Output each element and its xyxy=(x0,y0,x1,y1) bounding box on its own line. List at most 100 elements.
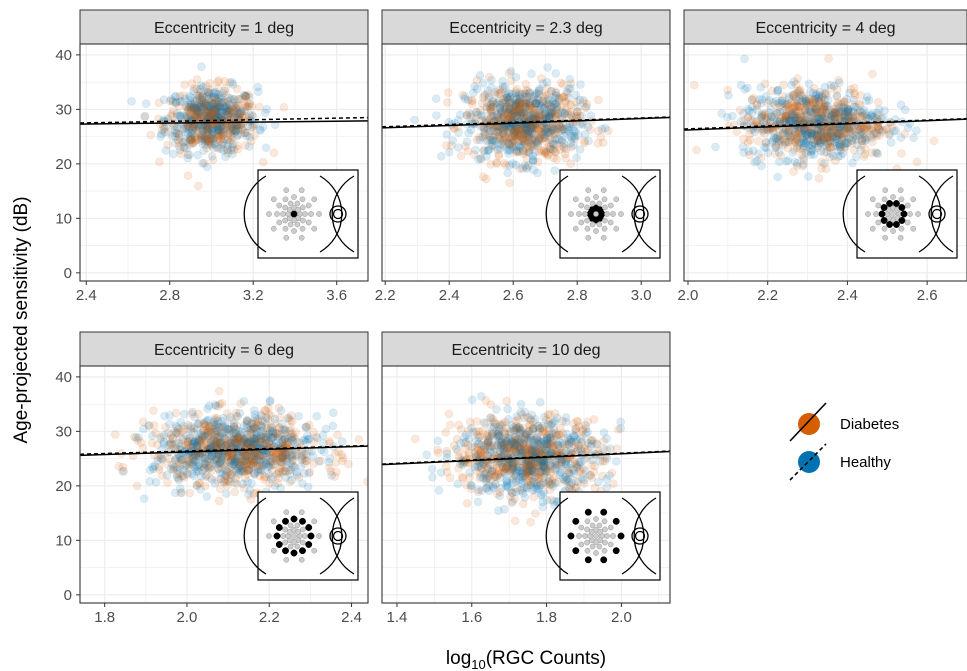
point-diabetes xyxy=(274,455,284,465)
point-diabetes xyxy=(538,133,548,143)
point-healthy xyxy=(238,460,248,470)
point-diabetes xyxy=(540,91,550,101)
point-healthy xyxy=(243,451,252,461)
point-healthy xyxy=(242,451,252,460)
point-healthy xyxy=(511,422,521,431)
point-healthy xyxy=(224,424,233,434)
point-healthy xyxy=(328,421,338,431)
point-healthy xyxy=(294,411,304,421)
inset-test-point xyxy=(287,543,294,550)
point-diabetes xyxy=(560,125,569,134)
point-healthy xyxy=(244,465,253,475)
point-diabetes xyxy=(830,114,840,124)
point-healthy xyxy=(537,489,546,499)
point-healthy xyxy=(528,445,538,454)
point-diabetes xyxy=(524,138,534,147)
point-healthy xyxy=(222,110,232,119)
point-healthy xyxy=(245,132,255,142)
point-healthy xyxy=(545,128,555,138)
point-healthy xyxy=(470,82,479,91)
point-diabetes xyxy=(814,101,824,110)
point-healthy xyxy=(859,129,868,139)
point-diabetes xyxy=(512,106,522,115)
point-diabetes xyxy=(182,102,191,111)
point-healthy xyxy=(268,428,278,437)
point-diabetes xyxy=(499,126,509,135)
point-healthy xyxy=(134,433,143,442)
point-healthy xyxy=(807,130,817,139)
point-healthy xyxy=(207,110,216,120)
point-healthy xyxy=(835,107,844,116)
point-diabetes xyxy=(215,438,225,448)
point-diabetes xyxy=(260,406,270,415)
point-diabetes xyxy=(281,425,290,435)
point-diabetes xyxy=(490,444,500,453)
point-diabetes xyxy=(223,438,232,447)
point-diabetes xyxy=(460,141,470,151)
facet-strip xyxy=(79,331,369,367)
point-healthy xyxy=(839,122,849,132)
point-healthy xyxy=(287,476,297,485)
point-healthy xyxy=(522,429,531,438)
point-healthy xyxy=(194,419,203,429)
point-healthy xyxy=(539,473,549,482)
point-diabetes xyxy=(818,100,828,109)
point-diabetes xyxy=(251,418,260,428)
point-diabetes xyxy=(498,466,507,476)
point-diabetes xyxy=(807,128,817,138)
point-healthy xyxy=(221,466,231,475)
point-healthy xyxy=(529,140,539,149)
point-diabetes xyxy=(221,461,230,471)
point-diabetes xyxy=(824,136,834,146)
point-diabetes xyxy=(490,466,499,476)
point-diabetes xyxy=(227,455,236,465)
point-diabetes xyxy=(527,103,537,113)
point-diabetes xyxy=(543,410,553,419)
point-diabetes xyxy=(519,129,528,139)
point-healthy xyxy=(455,110,465,120)
inset-test-point xyxy=(601,225,608,232)
point-healthy xyxy=(254,87,263,97)
point-healthy xyxy=(511,99,521,109)
point-diabetes xyxy=(231,408,241,418)
point-healthy xyxy=(829,151,838,161)
point-diabetes xyxy=(504,95,513,104)
point-diabetes xyxy=(239,440,249,449)
point-diabetes xyxy=(202,124,212,134)
point-healthy xyxy=(856,145,865,155)
point-healthy xyxy=(170,125,180,135)
point-healthy xyxy=(499,142,509,151)
point-healthy xyxy=(579,95,588,105)
point-diabetes xyxy=(783,103,793,112)
point-diabetes xyxy=(227,416,236,425)
point-diabetes xyxy=(786,136,796,145)
point-healthy xyxy=(775,136,784,145)
point-healthy xyxy=(268,433,278,443)
point-healthy xyxy=(194,110,203,120)
point-healthy xyxy=(484,433,494,443)
point-healthy xyxy=(230,454,239,464)
point-healthy xyxy=(490,472,500,481)
point-diabetes xyxy=(534,475,543,484)
point-diabetes xyxy=(539,428,549,438)
point-diabetes xyxy=(227,111,236,120)
point-diabetes xyxy=(868,137,877,147)
point-diabetes xyxy=(552,98,562,108)
point-healthy xyxy=(305,434,314,444)
point-healthy xyxy=(575,95,585,105)
point-diabetes xyxy=(819,128,829,138)
point-diabetes xyxy=(510,126,520,136)
point-diabetes xyxy=(213,111,222,121)
point-diabetes xyxy=(221,98,231,108)
point-diabetes xyxy=(857,135,867,144)
point-healthy xyxy=(127,97,136,106)
point-diabetes xyxy=(820,105,830,114)
point-diabetes xyxy=(299,450,309,460)
point-healthy xyxy=(190,412,199,422)
point-healthy xyxy=(261,432,270,442)
point-diabetes xyxy=(542,149,551,158)
inset-optic-disc-outer xyxy=(928,205,946,223)
inset-test-point xyxy=(881,225,888,232)
point-diabetes xyxy=(281,437,291,447)
point-healthy xyxy=(845,88,854,98)
